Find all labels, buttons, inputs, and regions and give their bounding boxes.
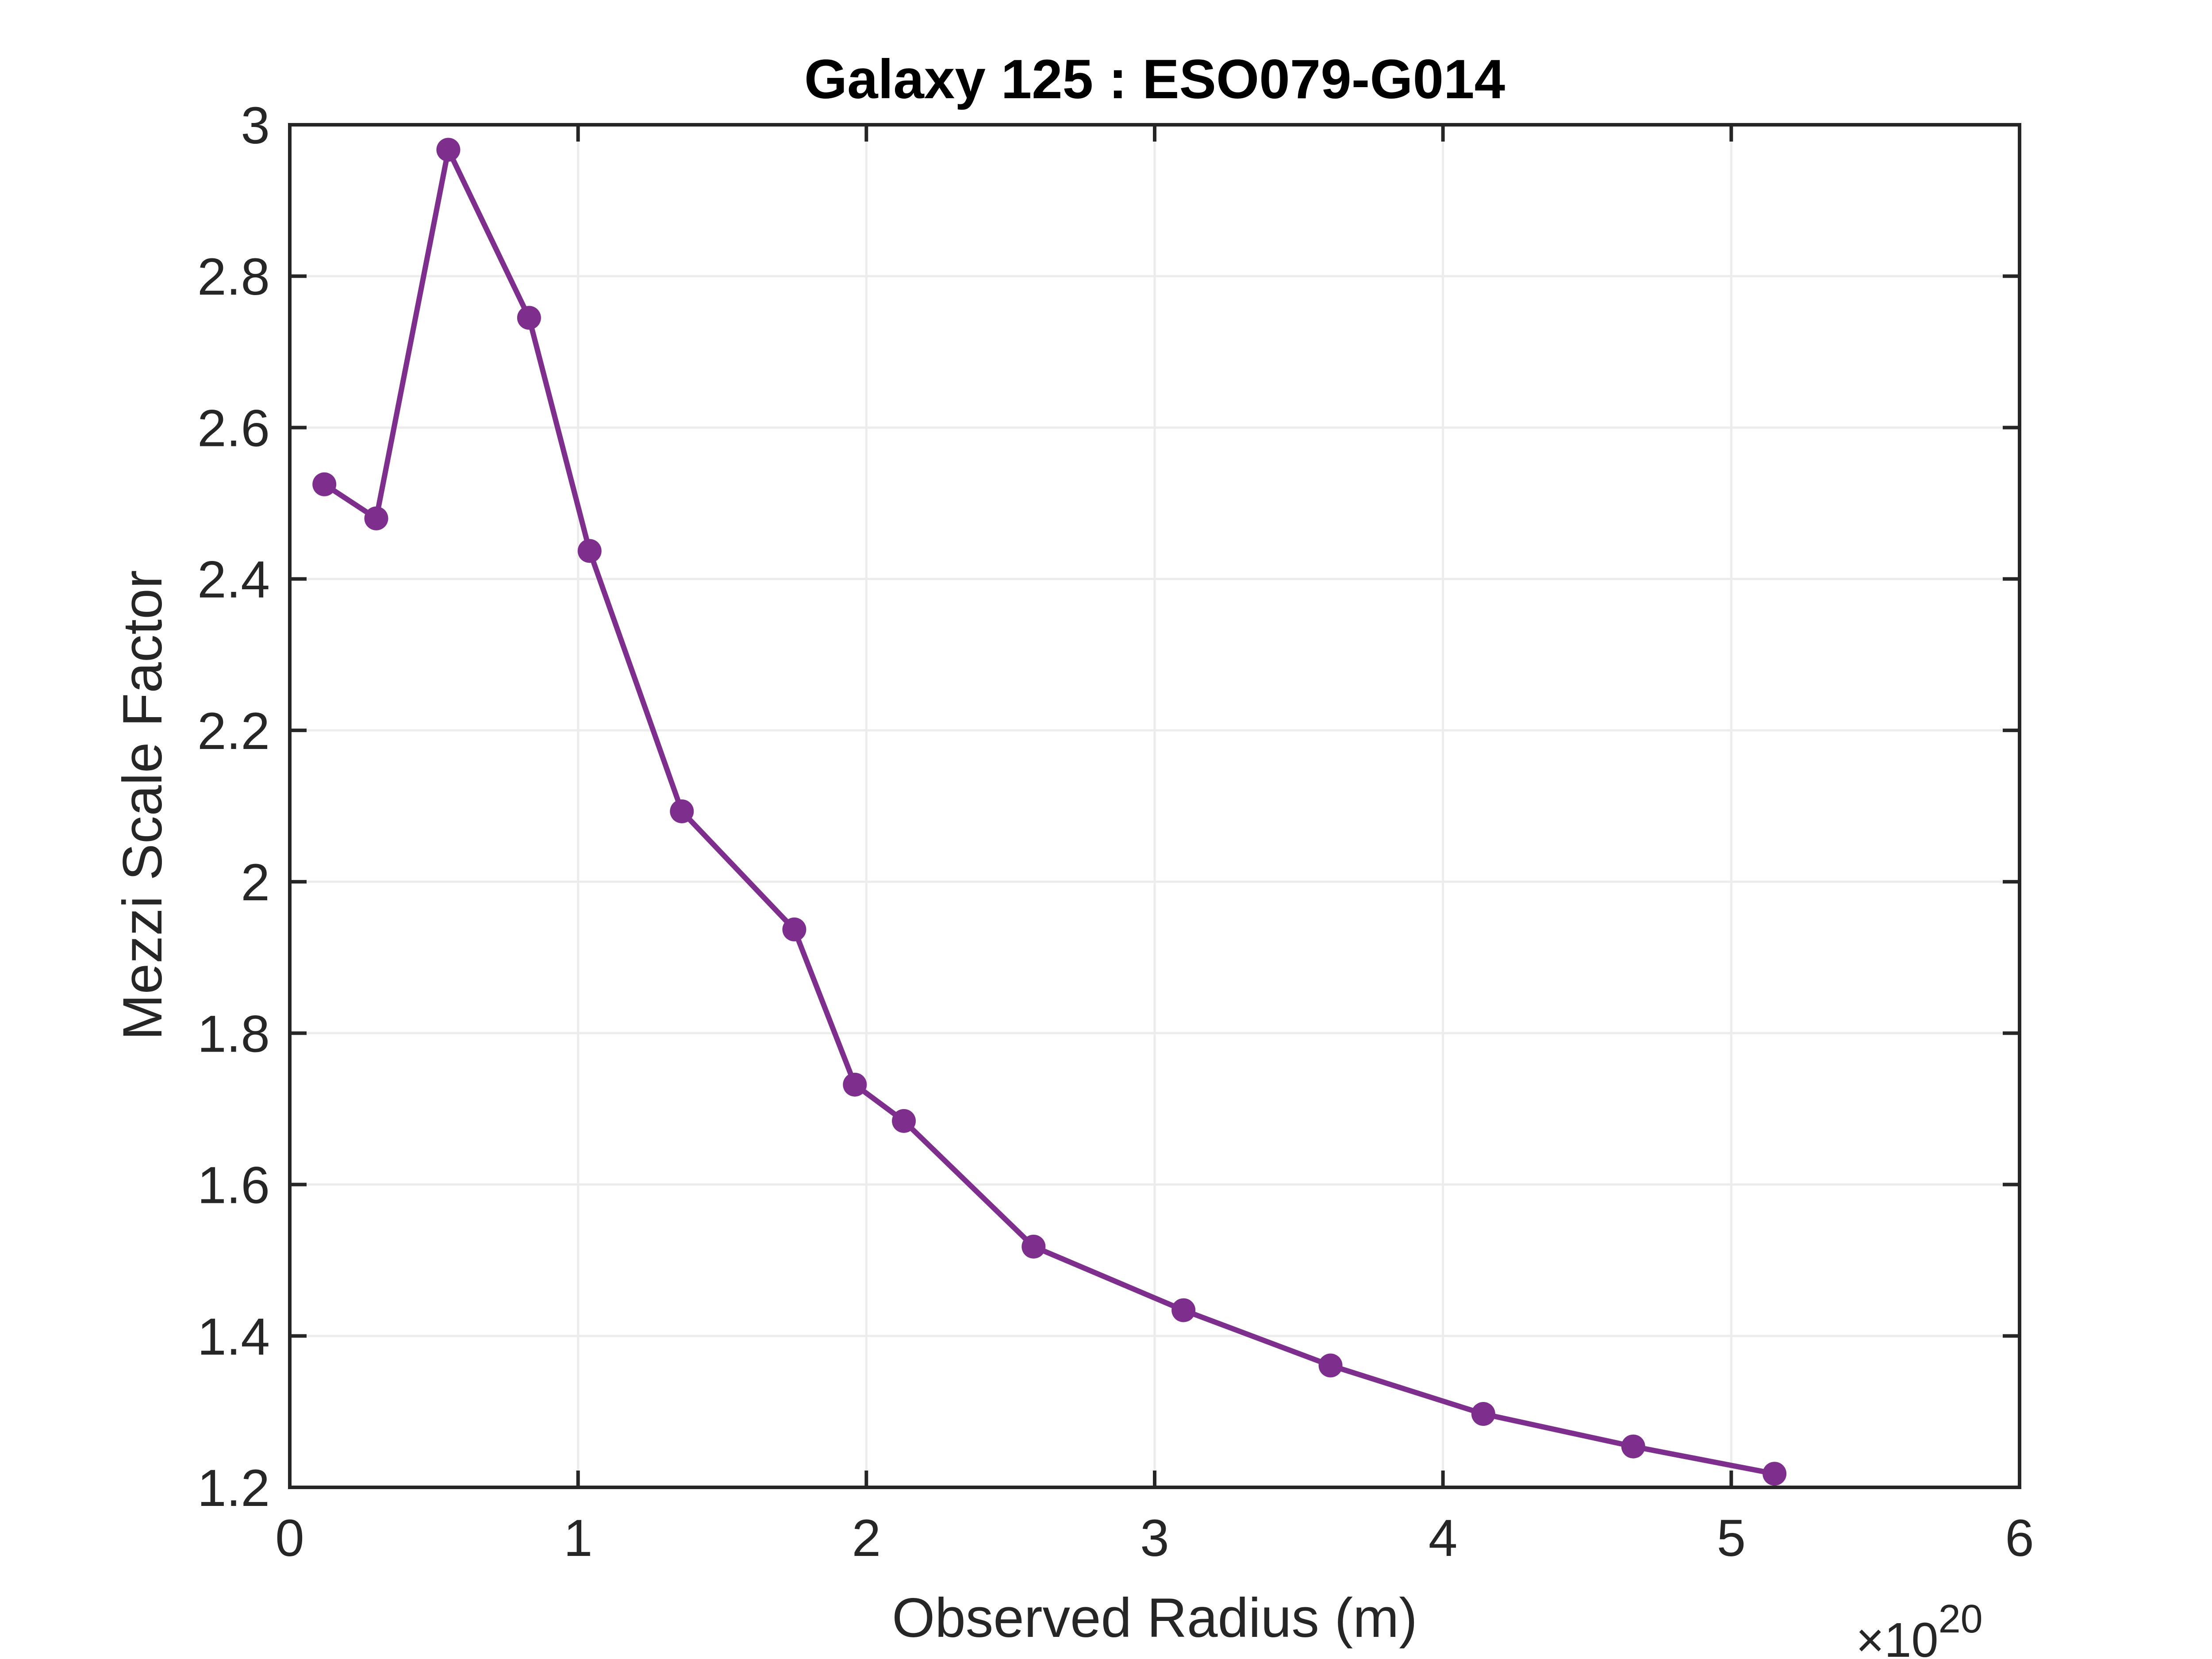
data-point	[364, 506, 388, 530]
x-axis-exponent-base: ×10	[1856, 1613, 1939, 1659]
y-tick-label: 1.4	[197, 1308, 270, 1366]
series-layer	[312, 138, 1787, 1486]
chart-title: Galaxy 125 : ESO079-G014	[804, 49, 1505, 110]
data-point	[843, 1072, 867, 1097]
x-tick-label: 1	[564, 1509, 593, 1567]
data-point	[1318, 1353, 1343, 1378]
axis-ticks: 0 1 2 3 4 5 6 1.2 1.4 1.6 1.8 2 2.2 2.4 2.6 2.8 3	[197, 96, 2034, 1567]
y-tick-label: 2.6	[197, 399, 270, 457]
data-point	[1022, 1234, 1046, 1259]
y-tick-label: 1.8	[197, 1005, 270, 1063]
y-tick-label: 1.2	[197, 1459, 270, 1517]
data-point	[1171, 1298, 1196, 1322]
y-tick-label: 2.8	[197, 248, 270, 306]
y-tick-label: 1.6	[197, 1156, 270, 1215]
x-axis-exponent-power: 20	[1939, 1597, 1983, 1641]
y-axis-label: Mezzi Scale Factor	[112, 570, 173, 1041]
x-tick-label: 0	[275, 1509, 304, 1567]
x-tick-label: 6	[2005, 1509, 2034, 1567]
data-point	[670, 799, 694, 823]
data-point	[892, 1109, 916, 1133]
data-point	[1471, 1402, 1495, 1426]
x-axis-label: Observed Radius (m)	[892, 1587, 1417, 1649]
x-tick-label: 3	[1140, 1509, 1169, 1567]
x-tick-label: 2	[852, 1509, 881, 1567]
data-point	[517, 306, 541, 330]
x-axis-exponent: ×1020	[1856, 1597, 1983, 1659]
y-tick-label: 2.2	[197, 702, 270, 760]
data-point	[782, 917, 806, 941]
y-tick-label: 2.4	[197, 551, 270, 609]
y-tick-label: 3	[241, 96, 270, 155]
data-point	[312, 472, 337, 496]
y-tick-label: 2	[241, 853, 270, 912]
data-point	[1763, 1462, 1787, 1486]
x-tick-label: 4	[1429, 1509, 1458, 1567]
data-point	[1621, 1434, 1645, 1459]
data-point	[577, 539, 602, 563]
data-point	[436, 138, 461, 162]
x-tick-label: 5	[1717, 1509, 1746, 1567]
